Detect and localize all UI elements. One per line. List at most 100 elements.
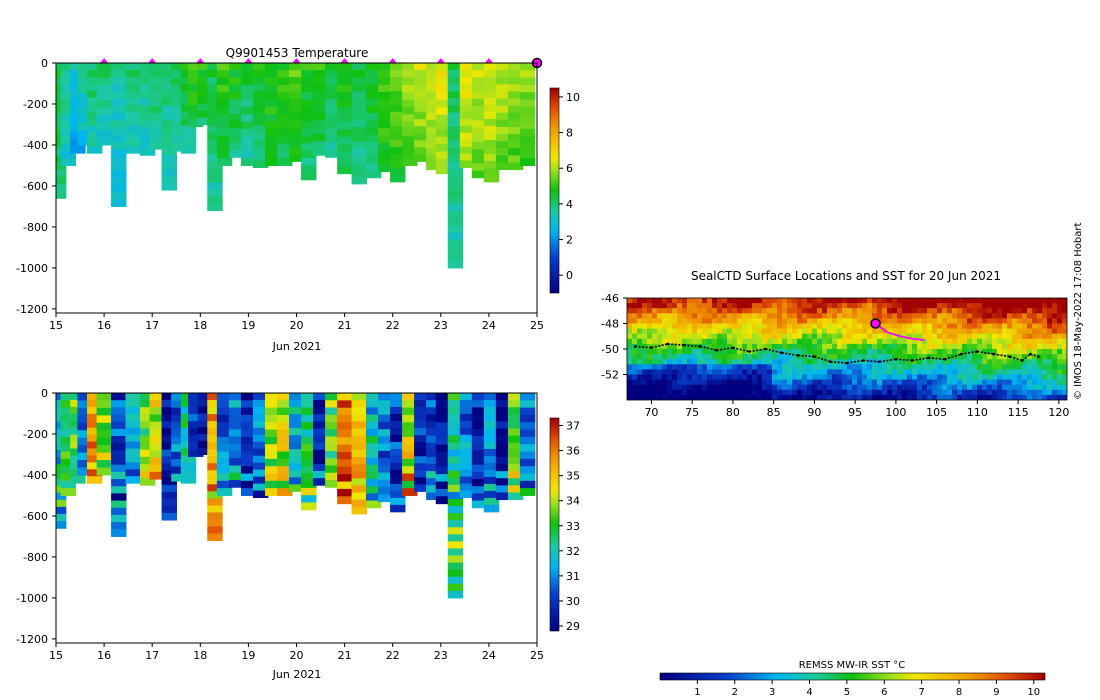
profile-cell <box>459 63 476 71</box>
sst-cell <box>852 333 858 340</box>
sst-cell <box>932 389 938 396</box>
sst-field <box>627 298 1067 400</box>
profile-cell <box>325 70 341 79</box>
profile-cell <box>252 160 269 169</box>
sst-cell <box>702 323 708 329</box>
y-tick-label: -1200 <box>16 633 48 646</box>
sst-cell <box>887 338 893 345</box>
profile-cell <box>96 452 113 461</box>
profile-cell <box>390 427 406 436</box>
profile-cell <box>289 421 305 429</box>
track-segment <box>716 346 734 352</box>
sst-cell <box>1017 354 1023 360</box>
sst-cell <box>912 318 918 324</box>
sst-cell <box>857 298 863 304</box>
sst-cell <box>837 384 843 391</box>
sst-cell <box>962 379 968 386</box>
sst-cell <box>942 343 948 350</box>
profile-cell <box>378 135 394 144</box>
sst-cell <box>837 369 843 375</box>
sst-cell <box>1057 359 1063 365</box>
sst-cell <box>907 308 913 314</box>
profile-cell <box>240 436 257 445</box>
profile-cell <box>471 113 488 121</box>
sst-cell <box>702 374 708 380</box>
profile-cell <box>402 436 418 445</box>
sst-cell <box>697 313 703 319</box>
sst-cell <box>997 384 1003 391</box>
sst-cell <box>927 298 933 304</box>
profile-cell <box>519 400 536 409</box>
profile-cell <box>402 444 418 453</box>
sst-cell <box>987 318 993 324</box>
sst-cell <box>767 369 773 375</box>
sst-cell <box>897 313 903 319</box>
track-segment <box>977 350 994 355</box>
colorbar-tick-label: 4 <box>566 198 573 211</box>
sst-cell <box>807 298 813 304</box>
sst-cell <box>767 394 773 400</box>
track-point <box>976 350 979 353</box>
profile-cell <box>366 400 382 408</box>
sst-cell <box>777 379 783 386</box>
profile-cell <box>252 462 269 471</box>
sst-cell <box>907 323 913 329</box>
profile-cell <box>325 480 341 488</box>
profile-cell <box>519 106 536 115</box>
sst-cell <box>717 359 723 365</box>
profile-cell <box>111 400 127 408</box>
sst-cell <box>827 394 833 400</box>
sst-cell <box>667 354 673 360</box>
profile-cell <box>507 77 524 85</box>
sst-cell <box>842 384 848 391</box>
sst-cell <box>652 379 658 386</box>
profile-cell <box>390 413 406 422</box>
sst-cell <box>1062 308 1067 314</box>
sst-cell <box>1037 374 1043 380</box>
sst-cell <box>722 359 728 365</box>
profile-cell <box>216 128 233 137</box>
sst-cell <box>892 333 898 340</box>
profile-cell <box>426 98 442 107</box>
sst-cell <box>692 349 698 355</box>
profile-cell <box>171 70 187 79</box>
sst-cell <box>1027 359 1033 365</box>
sst-cell <box>777 333 783 340</box>
sst-cell <box>712 384 718 391</box>
profile-cell <box>252 455 269 464</box>
profile-cell <box>483 132 500 141</box>
profile-cell <box>426 449 442 458</box>
profile-cell <box>447 414 464 422</box>
sst-cell <box>652 389 658 396</box>
profile-cell <box>125 63 141 71</box>
sst-cell <box>877 303 883 309</box>
sst-cell <box>1047 318 1053 324</box>
sst-cell <box>997 298 1003 304</box>
profile-cell <box>325 150 341 158</box>
sst-cell <box>952 374 958 380</box>
sst-cell <box>702 333 708 340</box>
x-tick-label: 15 <box>49 319 63 332</box>
profile-cell <box>161 161 177 170</box>
profile-cell <box>111 522 127 530</box>
sst-cell <box>977 338 983 345</box>
profile-cell <box>402 150 418 159</box>
profile-cell <box>111 479 127 487</box>
profile-cell <box>197 103 214 112</box>
sst-cell <box>842 343 848 350</box>
sst-cell <box>947 379 953 386</box>
sst-cell <box>722 364 728 370</box>
map-y-tick-label: -52 <box>601 369 619 382</box>
sst-cell <box>817 338 823 345</box>
profile-cell <box>60 143 76 152</box>
profile-cell <box>171 121 187 130</box>
sst-cell <box>1002 338 1008 345</box>
sst-cell <box>797 384 803 391</box>
sst-cell <box>1017 394 1023 400</box>
profile-cell <box>495 63 512 71</box>
sst-cell <box>707 369 713 375</box>
profile-cell <box>390 153 406 162</box>
sst-cell <box>812 379 818 386</box>
profile-cell <box>507 393 524 401</box>
sst-cell <box>942 374 948 380</box>
